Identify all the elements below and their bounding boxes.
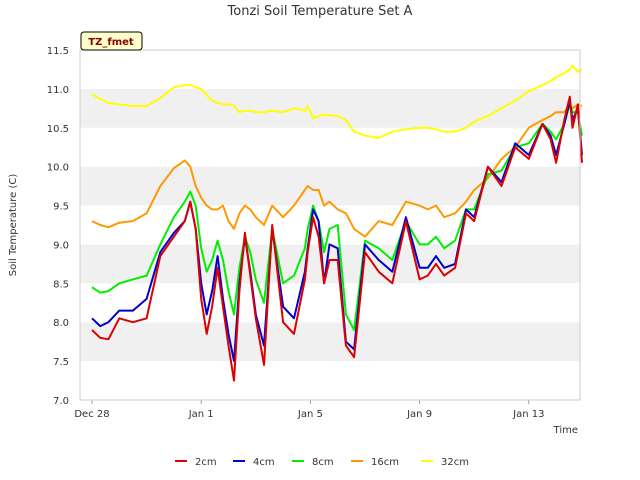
x-tick-label: Jan 9 bbox=[406, 409, 432, 420]
legend-label-16cm: 16cm bbox=[371, 457, 399, 468]
x-tick-label: Dec 28 bbox=[74, 409, 109, 420]
grid-band bbox=[80, 322, 580, 362]
x-axis-ticks: Dec 28 Jan 1 Jan 5 Jan 9 Jan 13 bbox=[74, 400, 544, 420]
y-tick-label: 10.0 bbox=[47, 163, 69, 174]
grid-bands bbox=[80, 50, 580, 400]
legend-label-32cm: 32cm bbox=[441, 457, 469, 468]
badge-box bbox=[80, 31, 143, 51]
y-tick-label: 8.0 bbox=[53, 318, 69, 329]
plot-frame bbox=[79, 49, 581, 401]
series-line-16cm bbox=[91, 103, 583, 238]
badge-label: TZ_fmet bbox=[88, 37, 134, 48]
station-badge: TZ_fmet bbox=[80, 31, 143, 51]
legend-label-2cm: 2cm bbox=[195, 457, 217, 468]
series-line-2cm bbox=[91, 95, 583, 382]
series-lines bbox=[91, 64, 583, 382]
y-tick-label: 11.5 bbox=[47, 46, 69, 57]
grid-band bbox=[80, 127, 580, 167]
y-tick-label: 8.5 bbox=[53, 279, 69, 290]
chart-title: Tonzi Soil Temperature Set A bbox=[227, 4, 413, 19]
legend-label-8cm: 8cm bbox=[312, 457, 334, 468]
x-tick-label: Jan 5 bbox=[297, 409, 323, 420]
y-tick-label: 7.0 bbox=[53, 396, 69, 407]
y-axis-ticks: 7.0 7.5 8.0 8.5 9.0 9.5 10.0 10.5 11.0 11.5 bbox=[47, 46, 69, 407]
legend: 2cm 4cm 8cm 16cm 32cm bbox=[175, 457, 469, 468]
x-tick-label: Jan 13 bbox=[512, 409, 544, 420]
grid-band bbox=[80, 88, 580, 128]
y-tick-label: 9.0 bbox=[53, 240, 69, 251]
x-axis-label: Time bbox=[553, 425, 578, 436]
x-tick-label: Jan 1 bbox=[188, 409, 214, 420]
legend-label-4cm: 4cm bbox=[253, 457, 275, 468]
grid-band bbox=[80, 50, 580, 89]
y-axis-label: Soil Temperature (C) bbox=[8, 174, 19, 277]
y-tick-label: 7.5 bbox=[53, 357, 69, 368]
y-tick-label: 11.0 bbox=[47, 85, 69, 96]
y-tick-label: 9.5 bbox=[53, 202, 69, 213]
grid-band bbox=[80, 361, 580, 400]
grid-band bbox=[80, 205, 580, 245]
grid-band bbox=[80, 283, 580, 323]
series-line-32cm bbox=[91, 64, 583, 139]
y-tick-label: 10.5 bbox=[47, 124, 69, 135]
grid-band bbox=[80, 166, 580, 206]
